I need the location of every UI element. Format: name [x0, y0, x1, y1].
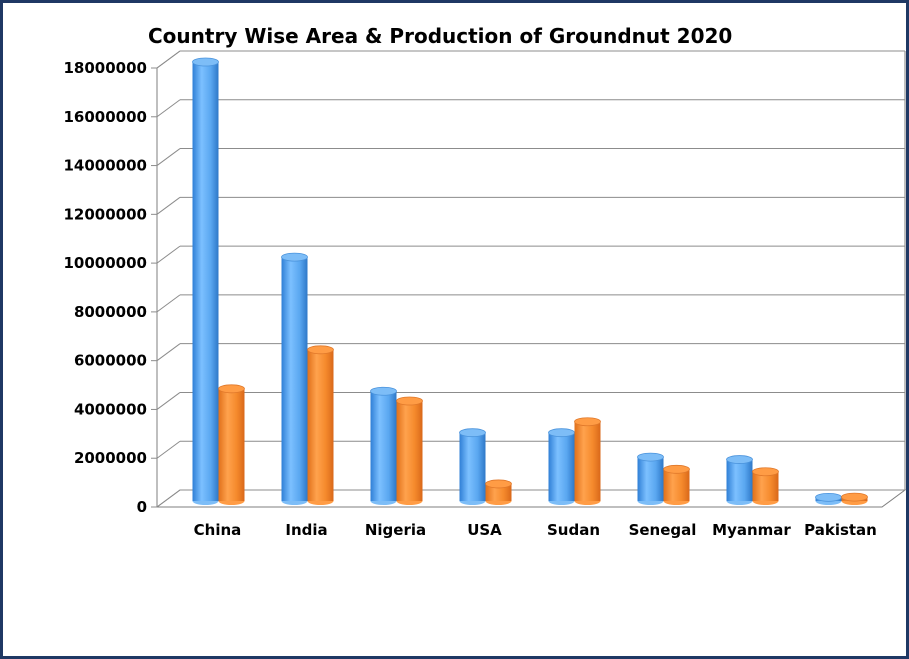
bar-top	[726, 455, 753, 464]
bar-top	[637, 452, 664, 462]
gridline-side	[156, 489, 181, 508]
bar-top	[192, 57, 219, 67]
y-tick-label: 14000000	[64, 157, 148, 175]
x-category-label: China	[194, 521, 242, 539]
x-category-label: India	[285, 521, 327, 539]
x-category-label: USA	[467, 521, 502, 539]
gridline-side	[156, 50, 181, 69]
y-tick-label: 2000000	[74, 449, 147, 467]
x-category-label: Pakistan	[804, 521, 877, 539]
y-tick-label: 0	[137, 498, 147, 516]
gridline-side	[156, 294, 181, 313]
bar-top	[841, 492, 868, 502]
bar-top	[574, 417, 601, 427]
gridline-side	[156, 245, 181, 264]
bar-top	[752, 467, 779, 477]
floor-outline	[155, 489, 907, 508]
bar-body	[396, 401, 423, 501]
labels-layer: 0 2000000 4000000 6000000 8000000 10000000 120…	[64, 59, 877, 539]
bar-top	[307, 345, 334, 355]
x-category-label: Nigeria	[365, 521, 426, 539]
bar-body	[218, 388, 245, 501]
bar-top	[548, 428, 575, 438]
y-tick-label: 18000000	[64, 59, 148, 77]
bar-top	[281, 252, 308, 262]
y-tick-label: 8000000	[74, 303, 147, 321]
grid-layer	[151, 50, 907, 508]
bar-body	[459, 432, 486, 501]
bar-body	[663, 469, 690, 501]
chart-title: Country Wise Area & Production of Ground…	[148, 24, 733, 48]
gridline-side	[156, 148, 181, 166]
gridline-side	[156, 196, 181, 215]
bar-top	[663, 464, 690, 474]
gridline-side	[156, 440, 181, 459]
bar-body	[192, 62, 219, 501]
gridline-side	[156, 392, 181, 410]
x-category-label: Sudan	[547, 521, 600, 539]
gridline-side	[156, 99, 181, 118]
bar-body	[548, 432, 575, 501]
bar-top	[815, 492, 842, 502]
bar-top	[218, 384, 245, 394]
bar-body	[726, 459, 753, 501]
bar-top	[459, 428, 486, 438]
x-category-label: Myanmar	[712, 521, 791, 539]
bar-top	[370, 386, 397, 396]
y-tick-label: 16000000	[64, 108, 148, 126]
bar-body	[752, 471, 779, 501]
bar-body	[485, 483, 512, 501]
side-wall-edge	[156, 50, 181, 507]
bar-body	[370, 391, 397, 501]
gridline-side	[156, 343, 181, 362]
bar-body	[637, 457, 664, 501]
bar-body	[281, 257, 308, 501]
bar-body	[307, 349, 334, 501]
bar-body	[574, 421, 601, 501]
y-tick-label: 12000000	[64, 205, 148, 223]
y-tick-label: 10000000	[64, 254, 148, 272]
x-category-label: Senegal	[629, 521, 697, 539]
y-tick-label: 6000000	[74, 352, 147, 370]
bar-top	[485, 479, 512, 489]
bar-top	[396, 396, 423, 406]
y-tick-label: 4000000	[74, 400, 147, 418]
bars-layer	[192, 57, 868, 505]
